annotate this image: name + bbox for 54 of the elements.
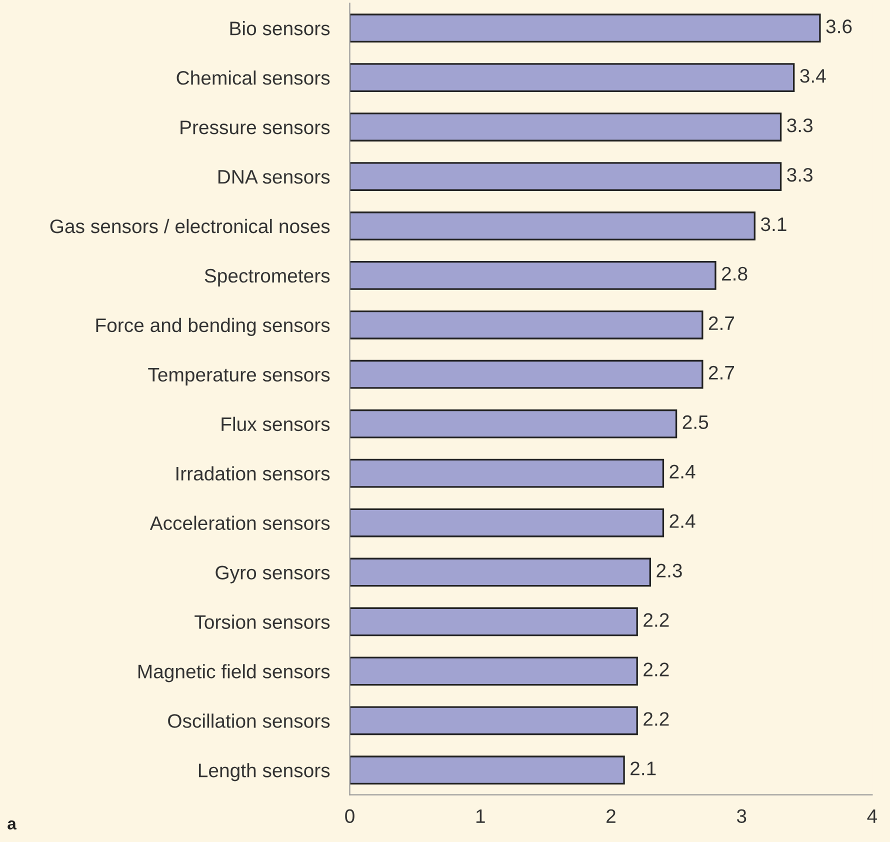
y-tick-label: Oscillation sensors — [168, 714, 330, 728]
bar — [350, 756, 625, 785]
bar — [350, 14, 821, 43]
y-tick-label: Irradation sensors — [176, 466, 330, 481]
data-label: 2.7 — [708, 316, 734, 330]
bar — [350, 360, 704, 389]
bar — [350, 261, 716, 290]
bar — [350, 706, 638, 736]
data-label: 2.8 — [722, 266, 748, 281]
x-tick-label: 4 — [867, 809, 878, 823]
data-label: 2.7 — [708, 366, 734, 380]
y-tick-label: DNA sensors — [218, 170, 330, 184]
data-label: 3.3 — [787, 118, 813, 132]
data-label: 2.5 — [682, 415, 708, 430]
x-tick-label: 2 — [606, 809, 616, 823]
y-tick-label: Bio sensors — [230, 21, 330, 36]
data-label: 3.1 — [760, 217, 786, 232]
y-tick-label: Force and bending sensors — [96, 318, 330, 336]
bar — [350, 310, 704, 340]
y-tick-label: Flux sensors — [222, 416, 330, 432]
bar — [350, 212, 756, 240]
data-label: 2.2 — [644, 712, 669, 726]
data-label: 2.1 — [630, 762, 656, 776]
bar — [350, 558, 651, 587]
x-tick-label: 0 — [345, 809, 354, 824]
data-label: 2.2 — [644, 613, 669, 627]
y-tick-label: Chemical sensors — [176, 70, 330, 85]
data-label: 2.2 — [644, 662, 669, 676]
data-label: 2.4 — [670, 464, 696, 478]
data-label: 3.4 — [800, 69, 826, 83]
y-tick-label: Length sensors — [198, 763, 330, 782]
y-tick-label: Gas sensors / electronical noses — [50, 218, 330, 234]
y-tick-label: Pressure sensors — [180, 120, 330, 134]
data-label: 2.3 — [656, 564, 682, 578]
text: a — [8, 820, 16, 830]
data-label: 2.4 — [670, 514, 696, 528]
bar — [350, 409, 678, 438]
bar — [350, 63, 795, 92]
bar — [350, 508, 664, 538]
y-tick-label: Temperature sensors — [148, 368, 330, 386]
data-label: 3.3 — [787, 168, 813, 182]
data-label: 3.6 — [826, 20, 852, 34]
bar — [350, 112, 782, 142]
x-tick-label: 1 — [476, 809, 485, 823]
y-tick-label: Magnetic field sensors — [138, 664, 330, 682]
bar — [350, 607, 638, 636]
bar — [350, 656, 638, 686]
bar — [350, 162, 782, 191]
bar — [350, 458, 664, 488]
x-tick-label: 3 — [736, 809, 746, 824]
y-tick-label: Gyro sensors — [216, 566, 330, 584]
y-tick-label: Spectrometers — [204, 268, 330, 287]
y-tick-label: Torsion sensors — [194, 614, 330, 629]
y-tick-label: Acceleration sensors — [150, 516, 330, 530]
